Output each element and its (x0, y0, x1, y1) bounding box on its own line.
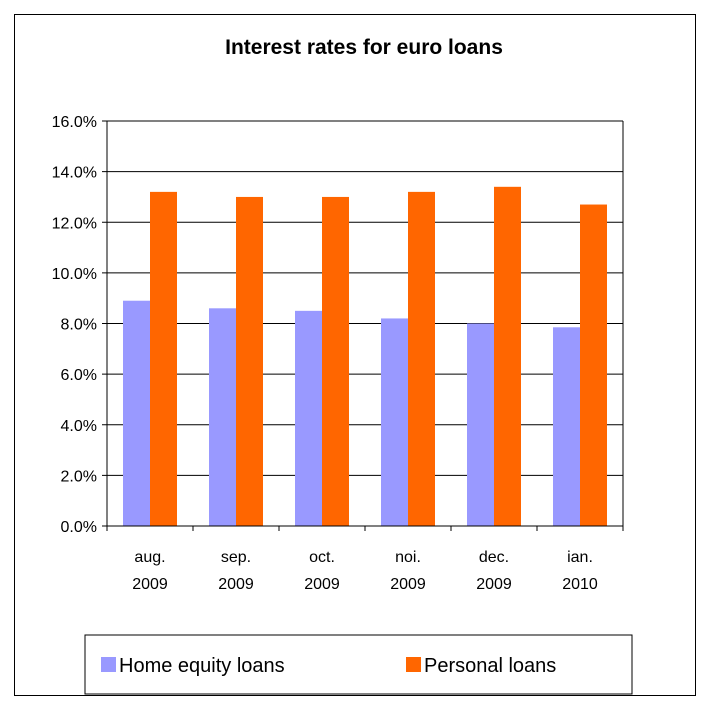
bar-home-equity-loans (209, 308, 236, 526)
x-tick-label: ian. (567, 549, 593, 566)
x-tick-label: aug. (134, 549, 165, 566)
y-tick-label: 2.0% (61, 468, 97, 485)
bar-home-equity-loans (553, 327, 580, 526)
bar-personal-loans (408, 191, 435, 526)
bar-home-equity-loans (123, 300, 150, 526)
x-tick-label: 2009 (304, 576, 340, 593)
x-tick-label: 2009 (390, 576, 426, 593)
x-tick-label: noi. (395, 549, 421, 566)
y-tick-label: 14.0% (52, 165, 97, 182)
y-tick-label: 10.0% (52, 266, 97, 283)
x-tick-label: dec. (479, 549, 509, 566)
bar-personal-loans (580, 204, 607, 526)
legend-label: Personal loans (424, 655, 556, 677)
x-tick-label: 2009 (476, 576, 512, 593)
x-tick-label: sep. (221, 549, 251, 566)
bar-personal-loans (236, 196, 263, 526)
legend-swatch (101, 657, 116, 672)
y-tick-label: 0.0% (61, 519, 97, 536)
y-tick-label: 12.0% (52, 215, 97, 232)
x-tick-label: 2009 (132, 576, 168, 593)
y-tick-label: 8.0% (61, 317, 97, 334)
gridlines (107, 120, 623, 527)
legend-swatch (406, 657, 421, 672)
legend-box (84, 634, 633, 695)
bars (123, 186, 607, 526)
x-tick-labels: aug. 2009 sep. 2009 oct. 2009 noi. 2009 dec. 2009… (132, 549, 598, 593)
bar-personal-loans (494, 186, 521, 526)
legend-label: Home equity loans (119, 655, 285, 677)
x-tick-label: 2009 (218, 576, 254, 593)
y-tick-label: 4.0% (61, 418, 97, 435)
legend: Home equity loans Personal loans (84, 634, 633, 695)
bar-home-equity-loans (467, 323, 494, 526)
x-tick-label: oct. (309, 549, 335, 566)
chart-title: Interest rates for euro loans (225, 36, 503, 59)
bar-home-equity-loans (381, 318, 408, 526)
axes (102, 120, 624, 531)
y-tick-labels: 0.0% 2.0% 4.0% 6.0% 8.0% 10.0% 12.0% 14.0% 16.0% (52, 114, 97, 536)
bar-home-equity-loans (295, 310, 322, 526)
y-tick-label: 16.0% (52, 114, 97, 131)
x-tick-label: 2010 (562, 576, 598, 593)
y-tick-label: 6.0% (61, 367, 97, 384)
bar-personal-loans (150, 191, 177, 526)
bar-personal-loans (322, 196, 349, 526)
